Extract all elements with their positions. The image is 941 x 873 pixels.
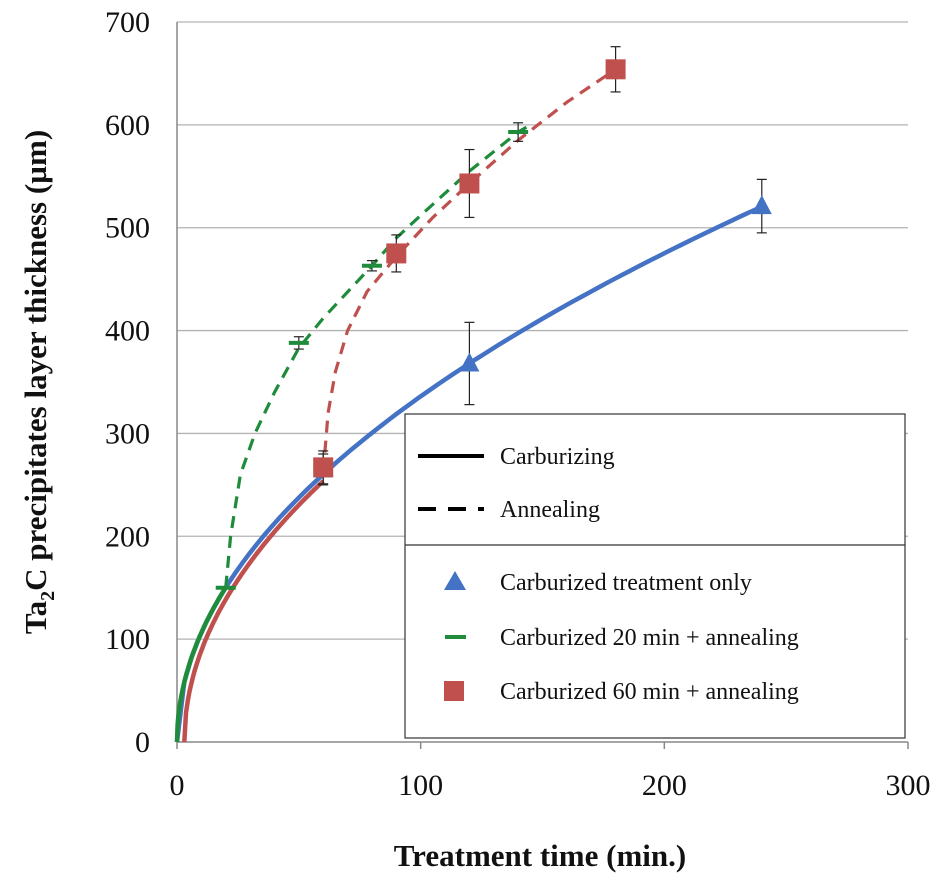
x-tick-label-100: 100: [398, 769, 443, 802]
legend-annealing-label: Annealing: [500, 497, 600, 523]
y-tick-label-0: 0: [135, 726, 150, 759]
y-tick-label-400: 400: [105, 315, 150, 348]
legend-series-3-label: Carburized 60 min + annealing: [500, 679, 799, 705]
x-tick-labels: 0 100 200 300: [170, 769, 931, 802]
axes: [176, 22, 909, 749]
y-tick-label-600: 600: [105, 109, 150, 142]
y-axis-title-sub: 2: [37, 591, 59, 601]
series-1-point-3: [751, 195, 772, 215]
legend: Carburizing Annealing Carburized treatme…: [404, 413, 906, 739]
series-2-carburizing-curve: [174, 586, 228, 743]
y-tick-label-100: 100: [105, 623, 150, 656]
x-tick-label-200: 200: [642, 769, 687, 802]
legend-square-marker: [444, 681, 464, 701]
series-markers: [215, 59, 772, 590]
y-tick-label-700: 700: [105, 6, 150, 39]
series-3-point-3: [459, 173, 480, 194]
series-3-point-2: [386, 243, 407, 264]
y-tick-label-300: 300: [105, 417, 150, 450]
series-3-annealing-curve: [321, 67, 617, 473]
series-3-point-1: [313, 457, 334, 478]
legend-series-1-label: Carburized treatment only: [500, 570, 752, 596]
y-axis-title-post: C precipitates layer thickness (µm): [18, 130, 53, 591]
y-tick-labels: 0 100 200 300 400 500 600 700: [105, 6, 150, 759]
y-axis-title: Ta2C precipitates layer thickness (µm): [18, 130, 59, 634]
x-tick-label-0: 0: [170, 769, 185, 802]
series-3-point-4: [605, 59, 626, 80]
legend-series-2-label: Carburized 20 min + annealing: [500, 625, 799, 651]
y-tick-label-200: 200: [105, 520, 150, 553]
legend-carburizing-label: Carburizing: [500, 444, 615, 470]
legend-box: [404, 413, 906, 739]
y-tick-label-500: 500: [105, 212, 150, 245]
legend-triangle-marker: [444, 571, 466, 590]
x-axis-title: Treatment time (min.): [394, 838, 686, 873]
y-axis-title-pre: Ta: [18, 600, 53, 634]
x-tick-label-300: 300: [886, 769, 931, 802]
series-1-point-2: [459, 352, 480, 372]
series-3-carburizing-curve: [182, 479, 325, 743]
